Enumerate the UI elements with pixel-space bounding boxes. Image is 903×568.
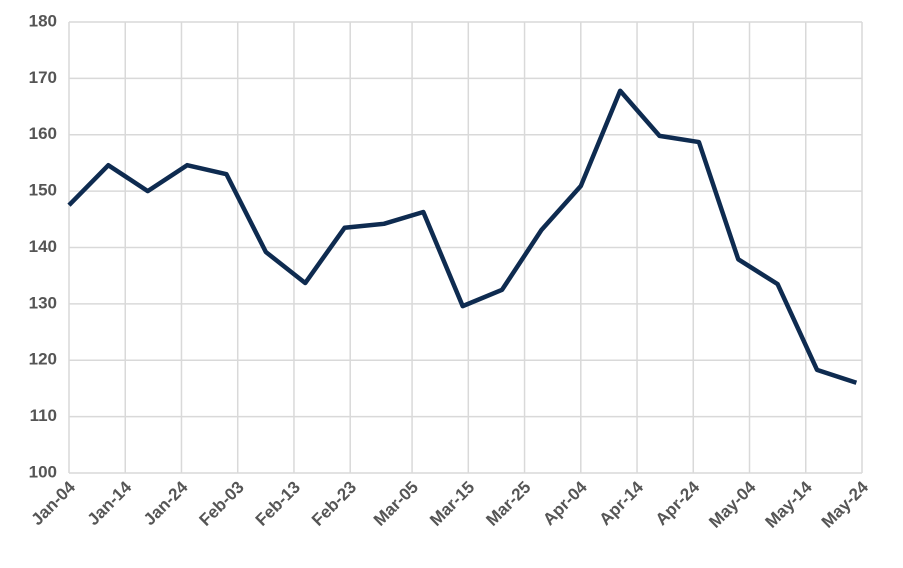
y-tick-label: 160 xyxy=(29,124,57,143)
x-tick-label: Mar-25 xyxy=(482,478,534,530)
line xyxy=(67,88,858,385)
x-tick-label: Feb-23 xyxy=(308,478,360,530)
x-tick-label: Feb-03 xyxy=(196,478,248,530)
x-tick-label: Apr-04 xyxy=(539,477,591,529)
y-tick-label: 140 xyxy=(29,237,57,256)
y-tick-label: 100 xyxy=(29,462,57,481)
x-tick-label: Apr-14 xyxy=(596,477,648,529)
x-tick-label: Feb-13 xyxy=(252,478,304,530)
x-tick-label: Apr-24 xyxy=(652,477,704,529)
x-tick-label: May-04 xyxy=(705,477,760,532)
x-tick-label: Jan-04 xyxy=(27,477,79,529)
y-tick-label: 150 xyxy=(29,181,57,200)
x-tick-label: Jan-14 xyxy=(84,477,136,529)
y-tick-label: 110 xyxy=(30,406,57,425)
x-tick-label: May-14 xyxy=(762,477,817,532)
x-tick-label: Mar-15 xyxy=(426,478,478,530)
y-tick-label: 180 xyxy=(29,11,57,30)
x-tick-label: Mar-05 xyxy=(370,478,422,530)
y-tick-label: 170 xyxy=(29,68,57,87)
y-tick-label: 130 xyxy=(29,293,57,312)
y-tick-label: 120 xyxy=(29,350,57,369)
x-tick-label: Jan-24 xyxy=(140,477,192,529)
x-tick-label: May-24 xyxy=(818,477,873,532)
